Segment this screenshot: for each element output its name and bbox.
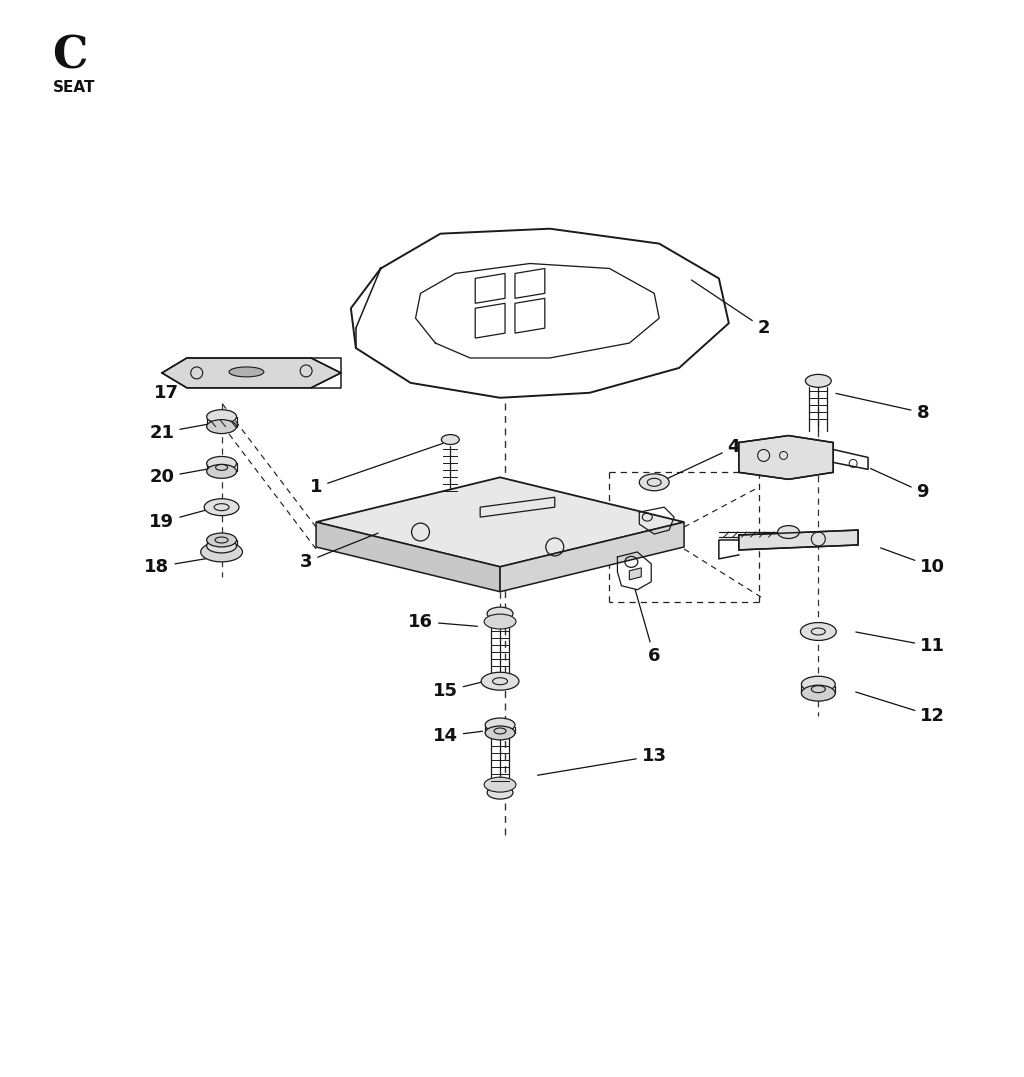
Text: 15: 15 bbox=[433, 682, 482, 700]
Text: 2: 2 bbox=[691, 280, 770, 337]
Ellipse shape bbox=[484, 778, 516, 792]
Ellipse shape bbox=[207, 464, 237, 478]
Text: 6: 6 bbox=[635, 589, 660, 666]
Text: 21: 21 bbox=[150, 423, 214, 442]
Polygon shape bbox=[316, 522, 500, 591]
Ellipse shape bbox=[207, 533, 237, 547]
Text: 11: 11 bbox=[856, 632, 945, 656]
Ellipse shape bbox=[639, 474, 669, 491]
Ellipse shape bbox=[806, 375, 831, 388]
Text: 9: 9 bbox=[870, 468, 929, 501]
Text: 3: 3 bbox=[300, 533, 378, 571]
Text: 20: 20 bbox=[150, 467, 214, 487]
Ellipse shape bbox=[441, 434, 460, 445]
Polygon shape bbox=[630, 568, 641, 579]
Text: 4: 4 bbox=[662, 438, 740, 481]
Ellipse shape bbox=[777, 526, 800, 538]
Text: 16: 16 bbox=[408, 613, 477, 630]
Text: 5: 5 bbox=[766, 533, 810, 551]
Text: 13: 13 bbox=[538, 746, 667, 775]
Ellipse shape bbox=[204, 499, 239, 516]
Ellipse shape bbox=[207, 420, 237, 434]
Ellipse shape bbox=[207, 538, 237, 553]
Ellipse shape bbox=[207, 409, 237, 423]
Polygon shape bbox=[500, 522, 684, 591]
Ellipse shape bbox=[485, 726, 515, 740]
Ellipse shape bbox=[487, 607, 513, 620]
Text: 12: 12 bbox=[856, 693, 945, 725]
Ellipse shape bbox=[484, 614, 516, 629]
Ellipse shape bbox=[801, 623, 837, 641]
Text: 8: 8 bbox=[836, 393, 929, 422]
Text: 18: 18 bbox=[144, 558, 214, 576]
Polygon shape bbox=[738, 435, 834, 479]
Polygon shape bbox=[738, 530, 858, 550]
Ellipse shape bbox=[485, 718, 515, 732]
Ellipse shape bbox=[802, 676, 836, 693]
Ellipse shape bbox=[481, 672, 519, 690]
Polygon shape bbox=[316, 477, 684, 567]
Text: 14: 14 bbox=[433, 727, 482, 745]
Ellipse shape bbox=[207, 457, 237, 471]
Text: 17: 17 bbox=[155, 374, 214, 402]
Ellipse shape bbox=[487, 786, 513, 799]
Polygon shape bbox=[162, 358, 341, 388]
Ellipse shape bbox=[229, 367, 264, 377]
Ellipse shape bbox=[201, 542, 243, 562]
Text: SEAT: SEAT bbox=[52, 80, 95, 95]
Text: 1: 1 bbox=[310, 444, 442, 496]
Text: 19: 19 bbox=[150, 508, 214, 531]
Text: C: C bbox=[52, 34, 88, 78]
Text: 10: 10 bbox=[881, 548, 945, 576]
Ellipse shape bbox=[802, 685, 836, 701]
